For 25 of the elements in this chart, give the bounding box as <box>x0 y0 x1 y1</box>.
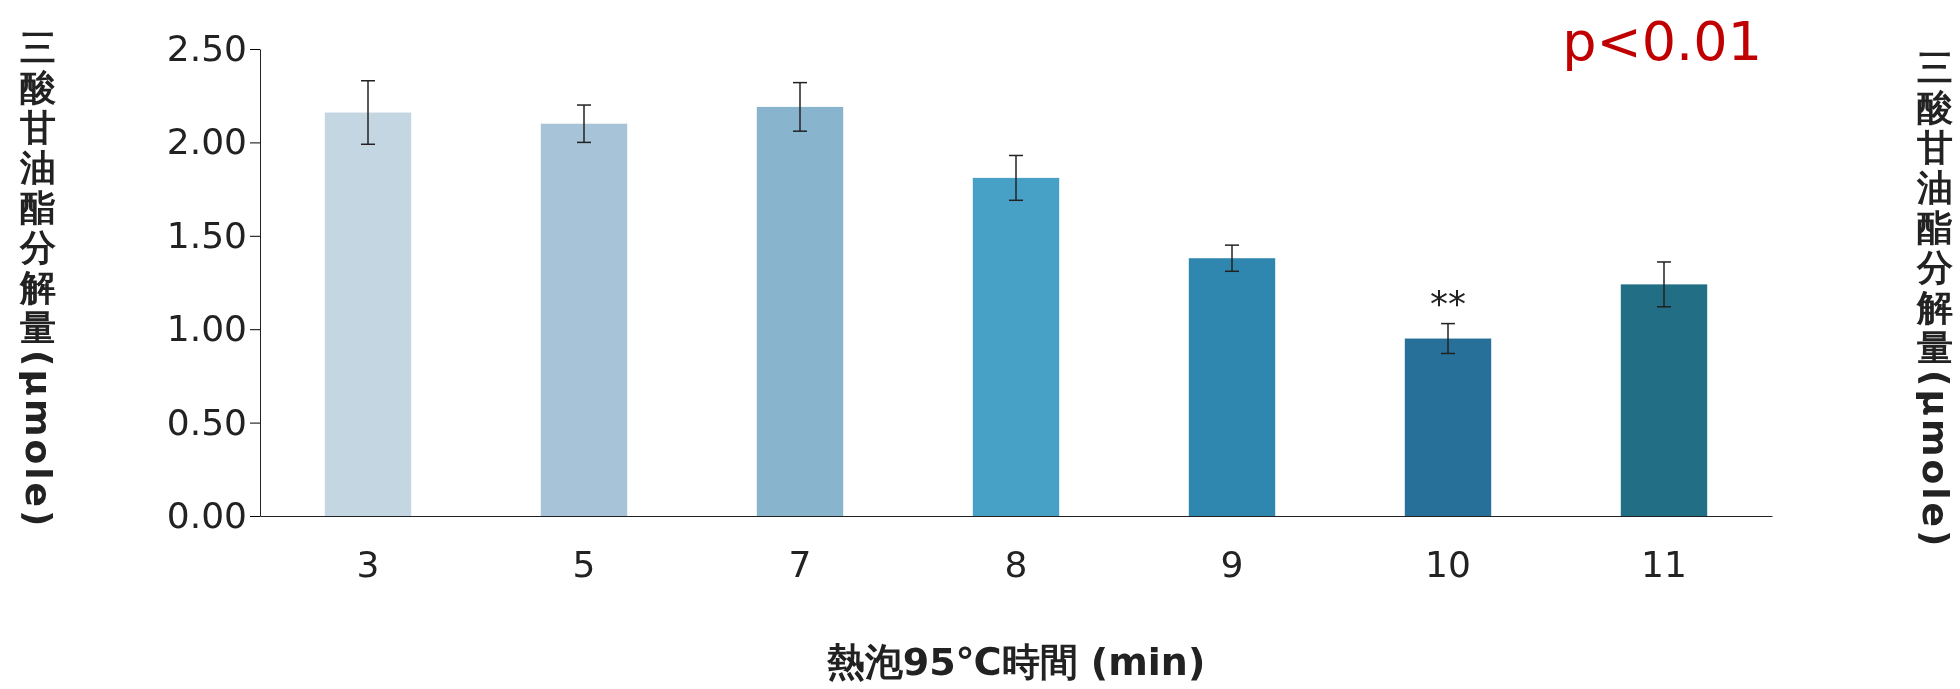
x-tick-label: 5 <box>572 543 596 585</box>
y-tick-label: 1.00 <box>166 308 247 350</box>
x-tick-label: 9 <box>1220 543 1244 585</box>
bar <box>972 177 1060 516</box>
x-tick-label: 11 <box>1641 543 1687 585</box>
bar <box>756 106 844 516</box>
x-tick-label: 8 <box>1004 543 1028 585</box>
text: 三酸甘油酯分解量(μmole) <box>18 27 59 527</box>
x-axis-title: 熱泡95℃時間 (min) <box>825 640 1206 684</box>
bar <box>1620 284 1708 516</box>
y-tick-label: 0.50 <box>166 401 247 443</box>
x-tick-label: 10 <box>1425 543 1471 585</box>
bar <box>540 123 628 516</box>
x-tick-label: 7 <box>788 543 812 585</box>
y-tick-label: 2.00 <box>166 121 247 163</box>
text: 三酸甘油酯分解量(μmole) <box>1915 47 1956 547</box>
annotation: p<0.01 <box>1562 10 1762 73</box>
annotation: ** <box>1430 282 1466 324</box>
y-tick-label: 1.50 <box>166 214 247 256</box>
y-tick-label: 0.00 <box>166 495 247 537</box>
y-tick-label: 2.50 <box>166 28 247 70</box>
bar <box>324 112 412 516</box>
bar <box>1404 338 1492 516</box>
x-tick-label: 3 <box>356 543 380 585</box>
bar <box>1188 258 1276 516</box>
